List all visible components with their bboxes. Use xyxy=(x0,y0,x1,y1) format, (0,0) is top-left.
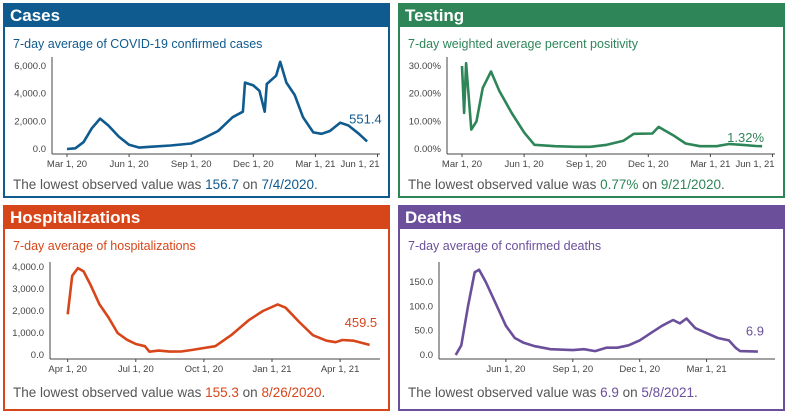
y-tick-label: 4,000.0 xyxy=(14,89,46,100)
x-tick-label: Sep 1, 20 xyxy=(552,364,593,375)
series-line xyxy=(460,61,763,149)
footer-end: . xyxy=(314,177,318,192)
y-tick-label: 100.0 xyxy=(409,301,433,312)
lowest-value: 0.77% xyxy=(600,177,639,192)
last-value-label: 551.4 xyxy=(349,111,382,126)
x-tick-label: Apr 1, 21 xyxy=(321,364,360,375)
x-tick-label: Dec 1, 20 xyxy=(619,364,660,375)
y-tick-label: 2,000.0 xyxy=(12,306,44,317)
x-tick-label: Dec 1, 20 xyxy=(628,159,669,170)
x-tick-label: Jul 1, 20 xyxy=(118,364,154,375)
y-tick-label: 4,000.0 xyxy=(12,262,44,273)
footer-mid: on xyxy=(238,177,262,192)
testing-subtitle: 7-day weighted average percent positivit… xyxy=(408,37,638,51)
testing-footer: The lowest observed value was 0.77% on 9… xyxy=(408,177,725,192)
cases-subtitle: 7-day average of COVID-19 confirmed case… xyxy=(13,37,263,51)
footer-prefix: The lowest observed value was xyxy=(408,385,601,400)
x-tick-label: Mar 1, 21 xyxy=(295,159,335,170)
x-tick-label: Jun 1, 20 xyxy=(110,159,149,170)
series-line xyxy=(66,266,370,353)
cases-chart: 0.0 2,000.0 4,000.0 6,000.0 Mar 1, 20 Jun 1, … xyxy=(14,57,382,170)
hospitalizations-header: Hospitalizations xyxy=(5,207,388,229)
y-tick-label: 0.0 xyxy=(33,144,46,155)
testing-panel: Testing 7-day weighted average percent p… xyxy=(398,3,785,198)
deaths-header: Deaths xyxy=(400,207,783,229)
x-tick-label: Jun 1, 20 xyxy=(505,159,544,170)
footer-prefix: The lowest observed value was xyxy=(13,177,206,192)
y-tick-label: 3,000.0 xyxy=(12,284,44,295)
lowest-date: 7/4/2020 xyxy=(261,177,314,192)
y-tick-label: 0.0 xyxy=(31,350,44,361)
x-tick-label: Oct 1, 20 xyxy=(185,364,224,375)
testing-chart: 0.00% 10.00% 20.00% 30.00% Mar 1, 20 Jun 1, 2… xyxy=(409,57,775,170)
x-tick-label: Mar 1, 20 xyxy=(442,159,482,170)
x-tick-label: Apr 1, 20 xyxy=(48,364,87,375)
deaths-panel: Deaths 7-day average of confirmed deaths… xyxy=(398,205,785,411)
y-tick-label: 1,000.0 xyxy=(12,328,44,339)
deaths-footer: The lowest observed value was 6.9 on 5/8… xyxy=(408,385,698,400)
last-value-label: 1.32% xyxy=(727,130,764,145)
cases-panel: Cases 7-day average of COVID-19 confirme… xyxy=(3,3,390,198)
footer-end: . xyxy=(321,385,326,400)
testing-header: Testing xyxy=(400,5,783,27)
lowest-value: 6.9 xyxy=(600,385,619,400)
lowest-date: 5/8/2021 xyxy=(641,385,694,400)
x-tick-label: Sep 1, 20 xyxy=(566,159,607,170)
footer-mid: on xyxy=(638,177,661,192)
deaths-chart: 0.0 50.0 100.0 150.0 Jun 1, 20 Sep 1, 20 Dec 1… xyxy=(409,262,775,375)
lowest-value: 156.7 xyxy=(205,177,239,192)
footer-end: . xyxy=(693,385,698,400)
x-tick-label: Jun 1, 20 xyxy=(486,364,525,375)
x-tick-label: Jun 1, 21 xyxy=(735,159,774,170)
lowest-date: 9/21/2020 xyxy=(660,177,721,192)
hospitalizations-chart: 0.0 1,000.0 2,000.0 3,000.0 4,000.0 Apr 1, 20… xyxy=(12,262,380,375)
lowest-date: 8/26/2020 xyxy=(261,385,322,400)
lowest-value: 155.3 xyxy=(205,385,239,400)
hospitalizations-panel: Hospitalizations 7-day average of hospit… xyxy=(3,205,390,411)
y-tick-label: 30.00% xyxy=(409,61,442,72)
footer-mid: on xyxy=(618,385,642,400)
footer-prefix: The lowest observed value was xyxy=(408,177,601,192)
y-tick-label: 0.0 xyxy=(420,350,433,361)
last-value-label: 459.5 xyxy=(345,315,378,330)
x-tick-label: Sep 1, 20 xyxy=(171,159,212,170)
series-line xyxy=(66,60,368,151)
footer-end: . xyxy=(720,177,725,192)
y-tick-label: 20.00% xyxy=(409,89,442,100)
x-tick-label: Mar 1, 20 xyxy=(47,159,87,170)
y-tick-label: 150.0 xyxy=(409,277,433,288)
footer-prefix: The lowest observed value was xyxy=(13,385,206,400)
y-tick-label: 6,000.0 xyxy=(14,61,46,72)
cases-header: Cases xyxy=(5,5,388,27)
x-tick-label: Jan 1, 21 xyxy=(252,364,291,375)
hospitalizations-footer: The lowest observed value was 155.3 on 8… xyxy=(13,385,325,400)
series-line xyxy=(454,268,758,356)
hospitalizations-subtitle: 7-day average of hospitalizations xyxy=(13,239,196,253)
y-tick-label: 2,000.0 xyxy=(14,116,46,127)
x-tick-label: Mar 1, 21 xyxy=(687,364,727,375)
y-tick-label: 0.00% xyxy=(414,144,441,155)
x-tick-label: Jun 1, 21 xyxy=(340,159,379,170)
last-value-label: 6.9 xyxy=(746,324,764,339)
y-tick-label: 10.00% xyxy=(409,116,442,127)
cases-footer: The lowest observed value was 156.7 on 7… xyxy=(13,177,318,192)
x-tick-label: Dec 1, 20 xyxy=(233,159,274,170)
deaths-subtitle: 7-day average of confirmed deaths xyxy=(408,239,602,253)
footer-mid: on xyxy=(238,385,262,400)
y-tick-label: 50.0 xyxy=(415,326,434,337)
x-tick-label: Mar 1, 21 xyxy=(690,159,730,170)
